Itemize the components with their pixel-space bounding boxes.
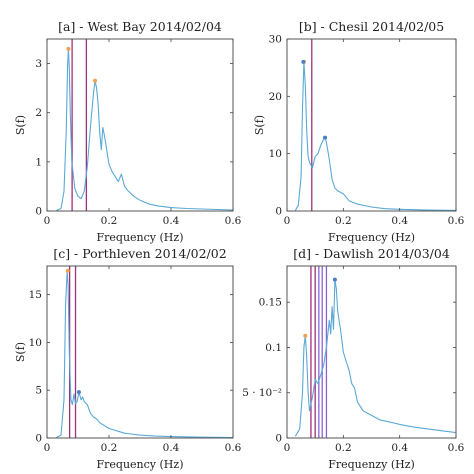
spectrum-line — [294, 61, 457, 211]
x-tick-label: 0.6 — [448, 442, 465, 454]
peak-marker — [303, 333, 308, 338]
y-tick-label: 2 — [35, 107, 42, 119]
chart-title: [a] - West Bay 2014/02/04 — [58, 19, 222, 34]
y-tick-label: 0 — [275, 433, 282, 445]
y-tick-label: 0 — [35, 206, 42, 218]
peak-marker — [323, 135, 328, 140]
x-axis-label: Frequenzy (Hz) — [328, 458, 415, 471]
peak-marker — [65, 268, 70, 273]
x-tick-label: 0.2 — [101, 442, 118, 454]
y-tick-label: 0.15 — [259, 297, 282, 309]
peak-marker — [332, 277, 337, 282]
x-tick-label: 0.6 — [225, 442, 242, 454]
peak-marker — [66, 46, 71, 51]
x-tick-label: 0 — [44, 442, 51, 454]
y-tick-label: 5 — [35, 385, 42, 397]
x-tick-label: 0.4 — [163, 215, 180, 227]
y-tick-label: 15 — [29, 289, 42, 301]
x-tick-label: 0.2 — [335, 215, 352, 227]
panel-chesil: 0 0.2 0.4 0.6 0 10 20 30 [b] - Chesil 2014/02/05… — [253, 19, 465, 244]
y-tick-label: 20 — [269, 91, 282, 103]
chart-title: [d] - Dawlish 2014/03/04 — [293, 246, 450, 261]
x-tick-label: 0.2 — [101, 215, 118, 227]
y-tick-label: 5 · 10⁻² — [242, 387, 282, 399]
panel-porthleven: 0 0.2 0.4 0.6 0 5 10 15 [c] - Porthleven 2014/02… — [14, 246, 242, 471]
y-tick-label: 0 — [35, 433, 42, 445]
y-tick-label: 0.1 — [265, 342, 282, 354]
x-tick-label: 0.4 — [391, 442, 408, 454]
peak-marker — [93, 78, 98, 83]
y-tick-label: 1 — [35, 156, 42, 168]
panel-dawlish: 0 0.2 0.4 0.6 0 5 · 10⁻² 0.1 0.15 [d] - Dawlish … — [242, 246, 464, 471]
x-tick-label: 0.2 — [335, 442, 352, 454]
peak-marker — [76, 390, 81, 395]
x-tick-label: 0.6 — [448, 215, 465, 227]
x-tick-label: 0 — [44, 215, 51, 227]
panel-west-bay: 0 0.2 0.4 0.6 0 1 2 3 [a] - West Bay 2014/02/04 F… — [14, 19, 242, 244]
y-tick-label: 3 — [35, 58, 42, 70]
x-axis-label: Frequency (Hz) — [97, 458, 184, 471]
plot-frame — [46, 265, 234, 439]
chart-title: [b] - Chesil 2014/02/05 — [299, 19, 444, 34]
spectrum-line — [294, 279, 457, 437]
y-tick-label: 10 — [29, 337, 42, 349]
plot-frame — [286, 265, 457, 439]
y-tick-label: 10 — [269, 148, 282, 160]
x-tick-label: 0 — [284, 442, 291, 454]
x-tick-label: 0.4 — [391, 215, 408, 227]
x-tick-label: 0.4 — [163, 442, 180, 454]
x-tick-label: 0.6 — [225, 215, 242, 227]
plot-frame — [46, 38, 234, 212]
x-axis-label: Frequency (Hz) — [97, 231, 184, 244]
y-tick-label: 0 — [275, 206, 282, 218]
spectrum-line — [56, 48, 234, 212]
peak-marker — [301, 59, 306, 64]
y-tick-label: 30 — [269, 34, 282, 46]
y-axis-label: S(f) — [253, 115, 266, 135]
spectrum-line — [56, 270, 234, 439]
y-axis-label: S(f) — [14, 342, 27, 362]
x-axis-label: Frequency (Hz) — [328, 231, 415, 244]
y-axis-label: S(f) — [14, 115, 27, 135]
chart-title: [c] - Porthleven 2014/02/02 — [53, 246, 226, 261]
plot-frame — [286, 38, 457, 212]
x-tick-label: 0 — [284, 215, 291, 227]
